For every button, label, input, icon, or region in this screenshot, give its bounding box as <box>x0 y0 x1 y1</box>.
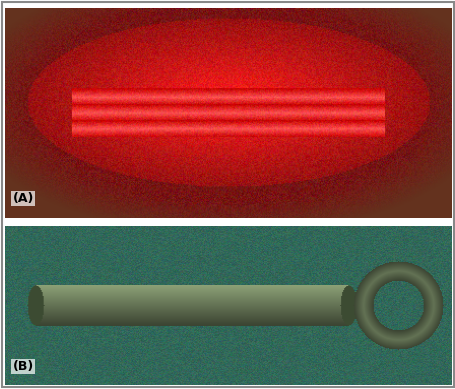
Text: (A): (A) <box>13 192 34 205</box>
Text: (B): (B) <box>13 360 34 373</box>
